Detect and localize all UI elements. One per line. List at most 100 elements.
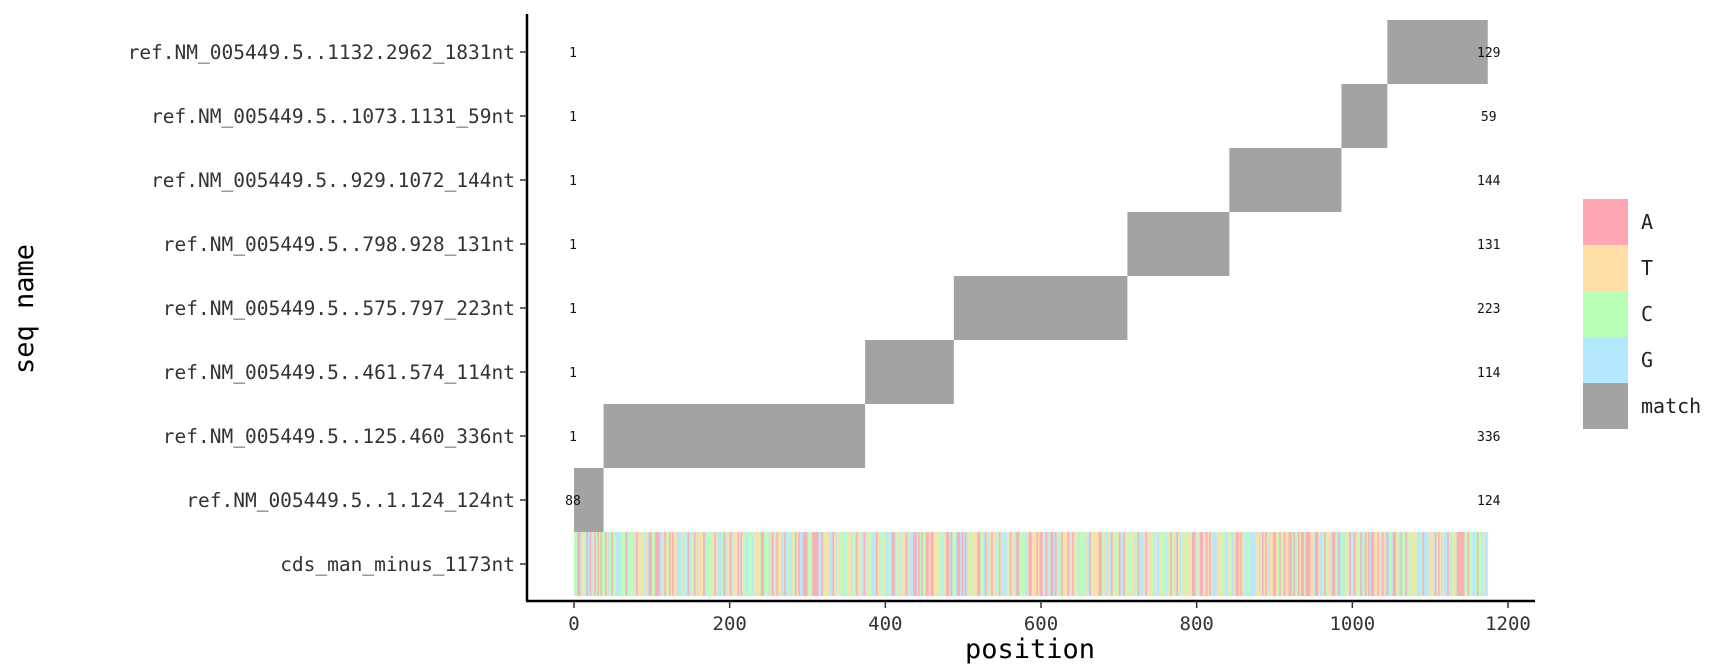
nucleotide-stripe — [773, 532, 776, 596]
nucleotide-stripe — [1135, 532, 1138, 596]
nucleotide-stripe — [1159, 532, 1162, 596]
nucleotide-stripe — [1433, 532, 1436, 596]
nucleotide-stripe — [1346, 532, 1348, 596]
nucleotide-stripe — [963, 532, 966, 596]
nucleotide-stripe — [611, 532, 614, 596]
nucleotide-stripe — [1165, 532, 1168, 596]
nucleotide-stripe — [693, 532, 696, 596]
nucleotide-stripe — [1288, 532, 1291, 596]
nucleotide-stripe — [1230, 532, 1233, 596]
nucleotide-stripe — [1051, 532, 1054, 596]
nucleotide-stripe — [1470, 532, 1473, 596]
nucleotide-stripe — [1296, 532, 1299, 596]
nucleotide-stripe — [854, 532, 857, 596]
nucleotide-stripe — [936, 532, 939, 596]
nucleotide-stripe — [847, 532, 850, 596]
nucleotide-stripe — [1403, 532, 1406, 596]
nucleotide-stripe — [1252, 532, 1255, 596]
x-axis: 0 200 400 600 800 1000 1200 — [526, 599, 1535, 635]
y-tick-label: ref.NM_005449.5..798.928_131nt — [163, 233, 515, 256]
nucleotide-stripe — [737, 532, 740, 596]
match-bar — [865, 340, 954, 404]
nucleotide-stripe — [598, 532, 601, 596]
nucleotide-stripe — [933, 532, 936, 596]
nucleotide-stripe — [1441, 532, 1443, 596]
nucleotide-stripe — [1117, 532, 1120, 596]
nucleotide-stripe — [989, 532, 992, 596]
nucleotide-stripe — [1086, 532, 1088, 596]
nucleotide-stripe — [1056, 532, 1059, 596]
nucleotide-stripe — [902, 532, 905, 596]
start-label: 88 — [565, 494, 581, 509]
nucleotide-stripe — [1389, 532, 1392, 596]
nucleotide-stripe — [939, 532, 942, 596]
nucleotide-stripe — [861, 532, 864, 596]
nucleotide-stripe — [760, 532, 763, 596]
nucleotide-stripe — [950, 532, 953, 596]
nucleotide-stripe — [998, 532, 1001, 596]
nucleotide-stripe — [1221, 532, 1224, 596]
nucleotide-stripe — [1053, 532, 1056, 596]
nucleotide-stripe — [1277, 532, 1280, 596]
legend-label: G — [1641, 348, 1653, 372]
nucleotide-stripe — [735, 532, 738, 596]
nucleotide-stripe — [953, 532, 956, 596]
nucleotide-stripe — [1184, 532, 1187, 596]
match-bar — [953, 276, 1128, 340]
legend-swatch — [1583, 383, 1628, 429]
nucleotide-stripe — [1328, 532, 1331, 596]
nucleotide-stripe — [637, 532, 640, 596]
nucleotide-stripe — [826, 532, 829, 596]
nucleotide-stripe — [927, 532, 930, 596]
nucleotide-stripe — [602, 532, 604, 596]
legend-label: A — [1641, 210, 1653, 234]
nucleotide-stripe — [1111, 532, 1113, 596]
nucleotide-stripe — [1391, 532, 1394, 596]
nucleotide-stripe — [1291, 532, 1294, 596]
nucleotide-stripe — [1413, 532, 1415, 596]
nucleotide-stripe — [1461, 532, 1464, 596]
nucleotide-stripe — [1069, 532, 1071, 596]
nucleotide-stripe — [1375, 532, 1378, 596]
nucleotide-stripe — [967, 532, 970, 596]
nucleotide-stripe — [668, 532, 671, 596]
nucleotide-stripe — [1257, 532, 1260, 596]
y-axis: ref.NM_005449.5..1132.2962_1831nt ref.NM_… — [128, 14, 529, 601]
y-tick-label: ref.NM_005449.5..1073.1131_59nt — [151, 105, 515, 128]
nucleotide-stripe — [1416, 532, 1419, 596]
nucleotide-stripe — [1318, 532, 1320, 596]
nucleotide-stripe — [946, 532, 948, 596]
nucleotide-stripe — [1087, 532, 1090, 596]
nucleotide-stripe — [1386, 532, 1389, 596]
nucleotide-stripe — [1163, 532, 1166, 596]
nucleotide-stripe — [1420, 532, 1423, 596]
nucleotide-stripe — [707, 532, 710, 596]
nucleotide-stripe — [1025, 532, 1028, 596]
nucleotide-stripe — [877, 532, 880, 596]
nucleotide-stripe — [1000, 532, 1003, 596]
nucleotide-stripe — [949, 532, 952, 596]
nucleotide-stripe — [1167, 532, 1169, 596]
nucleotide-stripe — [886, 532, 889, 596]
nucleotide-stripe — [1206, 532, 1208, 596]
nucleotide-stripe — [930, 532, 933, 596]
nucleotide-stripe — [1456, 532, 1459, 596]
nucleotide-stripe — [640, 532, 643, 596]
nucleotide-stripe — [1090, 532, 1093, 596]
nucleotide-stripe — [678, 532, 681, 596]
nucleotide-stripe — [810, 532, 813, 596]
nucleotide-stripe — [1271, 532, 1274, 596]
nucleotide-stripe — [1483, 532, 1485, 596]
nucleotide-stripe — [1207, 532, 1210, 596]
nucleotide-stripe — [804, 532, 807, 596]
nucleotide-stripe — [1479, 532, 1482, 596]
nucleotide-stripe — [684, 532, 687, 596]
nucleotide-stripe — [801, 532, 804, 596]
nucleotide-stripe — [1092, 532, 1095, 596]
nucleotide-stripe — [1156, 532, 1159, 596]
nucleotide-stripe — [662, 532, 665, 596]
nucleotide-stripe — [865, 532, 867, 596]
nucleotide-stripe — [1450, 532, 1453, 596]
nucleotide-stripe — [980, 532, 983, 596]
